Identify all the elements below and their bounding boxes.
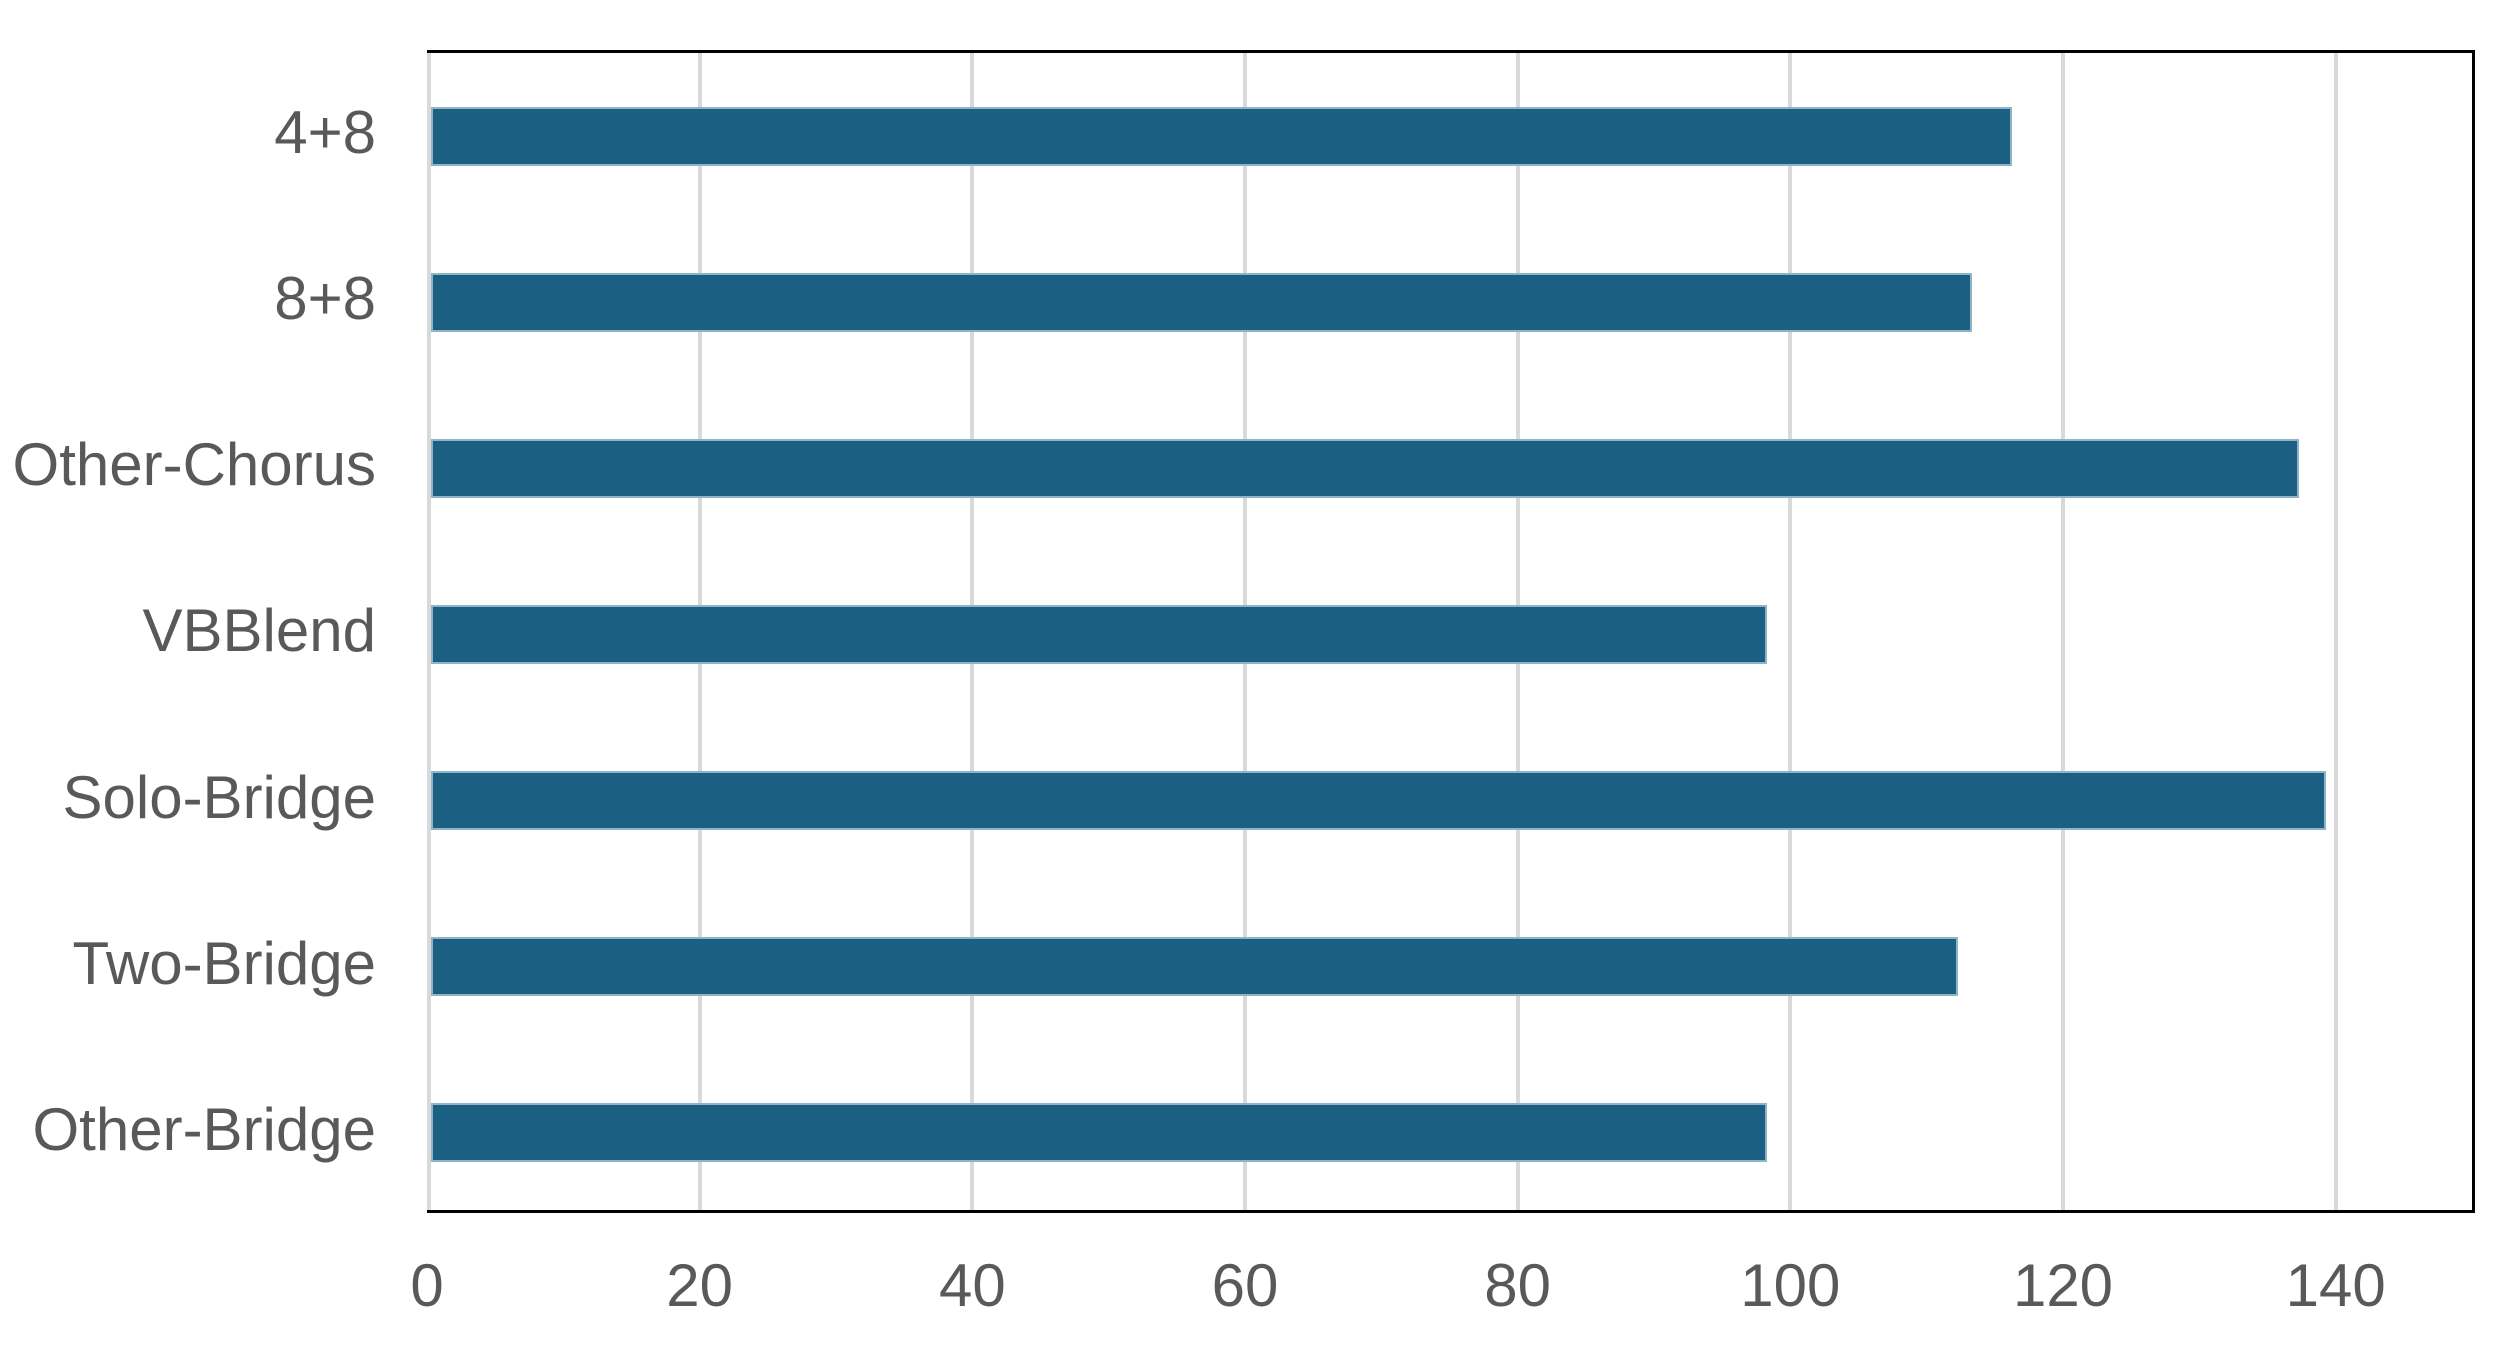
gridline — [2333, 53, 2338, 1210]
bar-vbblend — [431, 605, 1768, 664]
bar-other-bridge — [431, 1103, 1768, 1163]
tick-label-140: 140 — [2285, 1252, 2386, 1319]
tick-label-20: 20 — [666, 1252, 734, 1319]
tick-label-100: 100 — [1740, 1252, 1841, 1319]
tick-label-80: 80 — [1484, 1252, 1552, 1319]
category-label-8-8: 8+8 — [274, 265, 376, 333]
bar-8-8 — [431, 272, 1972, 332]
bar-4-8 — [431, 106, 2013, 166]
category-label-vbblend: VBBlend — [142, 597, 377, 665]
bar-other-chorus — [431, 438, 2299, 498]
category-label-two-bridge: Two-Bridge — [72, 929, 376, 997]
tick-label-120: 120 — [2012, 1252, 2114, 1319]
tick-label-0: 0 — [410, 1252, 444, 1319]
category-label-other-bridge: Other-Bridge — [32, 1095, 376, 1163]
tick-label-60: 60 — [1211, 1252, 1279, 1319]
zero-axis-line — [427, 53, 431, 1210]
category-label-solo-bridge: Solo-Bridge — [62, 763, 376, 831]
category-label-4-8: 4+8 — [274, 99, 376, 167]
category-label-other-chorus: Other-Chorus — [12, 431, 376, 499]
gridline — [1788, 53, 1793, 1210]
bar-two-bridge — [431, 937, 1958, 997]
plot-area — [427, 50, 2475, 1213]
bar-solo-bridge — [431, 771, 2327, 831]
gridline — [2061, 53, 2065, 1210]
tick-label-40: 40 — [938, 1252, 1006, 1319]
